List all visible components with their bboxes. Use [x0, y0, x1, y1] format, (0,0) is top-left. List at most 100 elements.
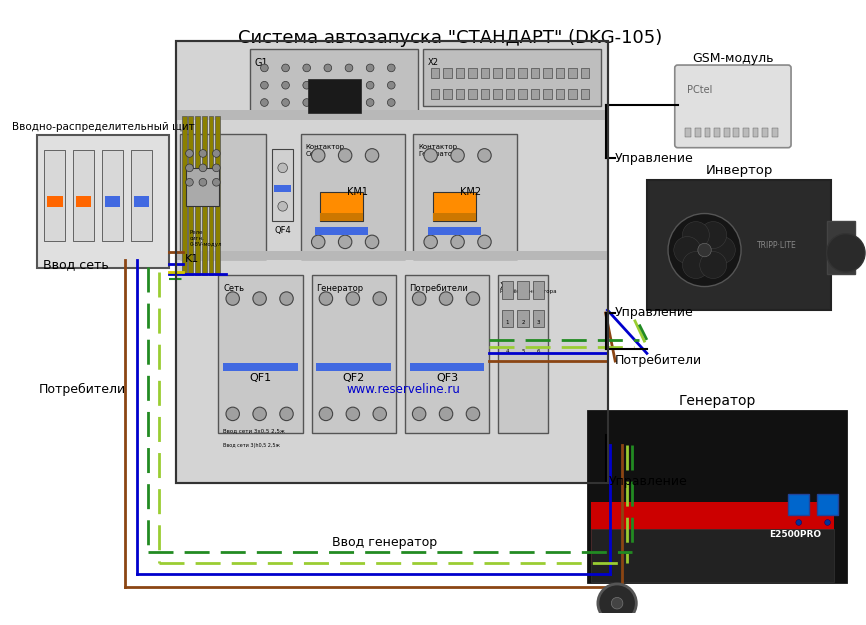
Circle shape	[226, 407, 239, 421]
Circle shape	[324, 99, 332, 106]
Bar	[456, 68, 464, 78]
Bar	[44, 149, 66, 241]
Bar	[588, 411, 846, 582]
Text: 4: 4	[506, 349, 509, 354]
Bar	[531, 89, 540, 99]
Bar	[176, 41, 609, 483]
Text: Ввод генератор: Ввод генератор	[332, 536, 437, 549]
Bar	[316, 363, 391, 371]
Bar	[36, 135, 169, 268]
Bar	[195, 116, 200, 274]
Bar	[501, 310, 514, 328]
Bar	[105, 196, 120, 208]
Circle shape	[700, 222, 727, 249]
Text: 6: 6	[537, 349, 540, 354]
Circle shape	[281, 81, 289, 89]
Bar	[498, 274, 548, 433]
Bar	[506, 68, 514, 78]
Circle shape	[346, 292, 359, 305]
Text: Ввод сеть: Ввод сеть	[43, 258, 109, 271]
Bar	[724, 127, 729, 137]
Bar	[705, 127, 710, 137]
Bar	[423, 49, 601, 106]
Bar	[714, 127, 720, 137]
Bar	[410, 363, 484, 371]
Bar	[133, 196, 149, 208]
Bar	[180, 134, 267, 259]
Text: Потребители: Потребители	[615, 354, 702, 367]
Bar	[695, 127, 701, 137]
Bar	[543, 89, 552, 99]
Bar	[202, 116, 207, 274]
Circle shape	[412, 292, 426, 305]
Bar	[481, 89, 489, 99]
Circle shape	[439, 292, 453, 305]
Circle shape	[199, 179, 207, 186]
Text: QF1: QF1	[249, 373, 272, 383]
Bar	[788, 494, 810, 515]
Circle shape	[320, 292, 333, 305]
Circle shape	[346, 407, 359, 421]
Bar	[131, 149, 152, 241]
Text: G1: G1	[255, 58, 268, 68]
Bar	[501, 281, 514, 299]
Bar	[568, 89, 577, 99]
Bar	[430, 89, 439, 99]
Circle shape	[682, 251, 709, 279]
Bar	[493, 68, 501, 78]
Circle shape	[700, 251, 727, 279]
Circle shape	[478, 235, 491, 249]
Circle shape	[312, 235, 325, 249]
Bar	[176, 110, 609, 120]
Bar	[580, 68, 589, 78]
Circle shape	[668, 214, 741, 286]
Circle shape	[827, 234, 865, 272]
Bar	[428, 228, 481, 235]
Bar	[469, 89, 477, 99]
Circle shape	[339, 235, 352, 249]
Bar	[223, 363, 298, 371]
Bar	[413, 134, 517, 259]
Bar	[591, 529, 834, 582]
Text: QF4: QF4	[275, 226, 291, 234]
Text: PCtel: PCtel	[688, 85, 713, 95]
Text: QF3: QF3	[436, 373, 458, 383]
Circle shape	[185, 179, 193, 186]
Circle shape	[424, 235, 437, 249]
Circle shape	[466, 292, 480, 305]
Text: 2: 2	[521, 320, 525, 325]
Circle shape	[212, 179, 220, 186]
Circle shape	[346, 99, 352, 106]
Bar	[481, 68, 489, 78]
Bar	[518, 68, 527, 78]
Circle shape	[185, 149, 193, 158]
Text: Сеть: Сеть	[223, 284, 244, 293]
Circle shape	[466, 407, 480, 421]
Circle shape	[796, 519, 802, 526]
Circle shape	[261, 81, 268, 89]
Circle shape	[598, 584, 637, 622]
Circle shape	[199, 164, 207, 172]
Text: Разъём генератора: Разъём генератора	[500, 289, 557, 294]
Circle shape	[261, 99, 268, 106]
Circle shape	[439, 407, 453, 421]
Bar	[320, 192, 364, 221]
Circle shape	[303, 64, 311, 72]
Bar	[580, 89, 589, 99]
Circle shape	[611, 598, 623, 609]
Bar	[743, 127, 749, 137]
Text: Система автозапуска "СТАНДАРТ" (DKG-105): Система автозапуска "СТАНДАРТ" (DKG-105)	[238, 29, 662, 48]
Text: Генератор: Генератор	[678, 394, 756, 408]
Circle shape	[261, 64, 268, 72]
Text: Потребители: Потребители	[39, 383, 126, 396]
Text: Контактор
Сеть: Контактор Сеть	[306, 144, 345, 157]
Bar	[404, 274, 489, 433]
Circle shape	[303, 99, 311, 106]
Bar	[685, 127, 691, 137]
Circle shape	[708, 237, 735, 264]
Text: TRIPP·LITE: TRIPP·LITE	[757, 241, 797, 250]
Bar	[556, 89, 565, 99]
Bar	[753, 127, 759, 137]
Circle shape	[366, 81, 374, 89]
Bar	[433, 192, 475, 221]
